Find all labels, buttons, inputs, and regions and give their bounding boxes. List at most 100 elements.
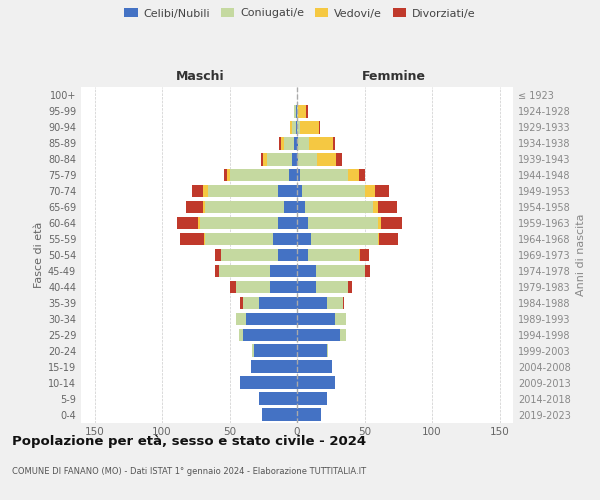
Bar xyxy=(334,137,335,149)
Bar xyxy=(378,217,381,230)
Bar xyxy=(205,233,272,245)
Bar xyxy=(297,233,311,245)
Bar xyxy=(202,185,208,198)
Bar xyxy=(208,185,278,198)
Bar xyxy=(297,137,298,149)
Bar xyxy=(359,249,361,261)
Bar xyxy=(297,185,302,198)
Bar xyxy=(297,312,335,325)
Text: Maschi: Maschi xyxy=(175,70,224,82)
Bar xyxy=(260,153,263,166)
Bar xyxy=(311,233,378,245)
Bar xyxy=(297,344,326,357)
Bar xyxy=(297,280,316,293)
Bar xyxy=(295,137,297,149)
Bar xyxy=(365,185,376,198)
Bar xyxy=(215,249,221,261)
Bar xyxy=(340,328,346,341)
Y-axis label: Fasce di età: Fasce di età xyxy=(34,222,44,288)
Bar xyxy=(294,105,296,118)
Bar xyxy=(236,312,246,325)
Bar xyxy=(229,280,236,293)
Bar xyxy=(253,344,254,357)
Bar xyxy=(317,153,336,166)
Bar xyxy=(278,249,297,261)
Bar xyxy=(326,296,343,309)
Bar xyxy=(373,201,378,213)
Bar xyxy=(284,137,295,149)
Bar xyxy=(200,217,278,230)
Bar xyxy=(290,121,292,134)
Bar xyxy=(259,392,297,405)
Bar xyxy=(224,169,227,181)
Bar xyxy=(270,280,297,293)
Bar xyxy=(305,201,373,213)
Bar xyxy=(348,280,352,293)
Bar xyxy=(278,217,297,230)
Bar xyxy=(239,328,243,341)
Bar xyxy=(278,185,297,198)
Bar xyxy=(359,169,365,181)
Bar xyxy=(297,249,308,261)
Bar xyxy=(378,201,397,213)
Bar xyxy=(263,153,268,166)
Bar xyxy=(281,137,284,149)
Bar xyxy=(298,137,309,149)
Bar xyxy=(187,201,203,213)
Bar xyxy=(243,328,297,341)
Legend: Celibi/Nubili, Coniugati/e, Vedovi/e, Divorziati/e: Celibi/Nubili, Coniugati/e, Vedovi/e, Di… xyxy=(124,8,476,18)
Bar xyxy=(309,137,334,149)
Bar xyxy=(297,121,300,134)
Bar xyxy=(292,153,297,166)
Bar xyxy=(203,201,205,213)
Bar xyxy=(300,121,319,134)
Bar xyxy=(192,185,203,198)
Bar xyxy=(297,169,300,181)
Bar xyxy=(204,233,205,245)
Bar xyxy=(229,169,289,181)
Bar xyxy=(297,264,316,277)
Bar xyxy=(326,344,328,357)
Bar xyxy=(300,169,348,181)
Bar xyxy=(302,185,365,198)
Bar xyxy=(297,153,298,166)
Bar xyxy=(348,169,359,181)
Bar xyxy=(297,201,305,213)
Bar xyxy=(292,121,296,134)
Bar xyxy=(365,264,370,277)
Bar xyxy=(381,217,403,230)
Bar xyxy=(308,249,359,261)
Bar xyxy=(296,105,297,118)
Bar xyxy=(215,264,218,277)
Bar xyxy=(298,153,317,166)
Bar xyxy=(316,264,365,277)
Bar xyxy=(297,328,340,341)
Bar xyxy=(270,264,297,277)
Bar xyxy=(297,360,332,373)
Bar xyxy=(298,105,307,118)
Bar xyxy=(199,217,200,230)
Bar xyxy=(297,376,335,389)
Bar xyxy=(336,153,341,166)
Bar xyxy=(297,105,298,118)
Bar xyxy=(221,249,278,261)
Bar xyxy=(243,296,259,309)
Bar xyxy=(177,217,199,230)
Bar xyxy=(297,217,308,230)
Bar xyxy=(307,105,308,118)
Bar xyxy=(205,201,284,213)
Bar xyxy=(240,296,243,309)
Bar xyxy=(297,296,326,309)
Bar xyxy=(251,360,297,373)
Bar xyxy=(378,233,379,245)
Bar xyxy=(319,121,320,134)
Bar xyxy=(284,201,297,213)
Bar xyxy=(280,137,281,149)
Bar xyxy=(297,392,326,405)
Bar xyxy=(240,376,297,389)
Bar xyxy=(316,280,348,293)
Text: Popolazione per età, sesso e stato civile - 2024: Popolazione per età, sesso e stato civil… xyxy=(12,435,366,448)
Bar xyxy=(376,185,389,198)
Bar xyxy=(246,312,297,325)
Y-axis label: Anni di nascita: Anni di nascita xyxy=(576,214,586,296)
